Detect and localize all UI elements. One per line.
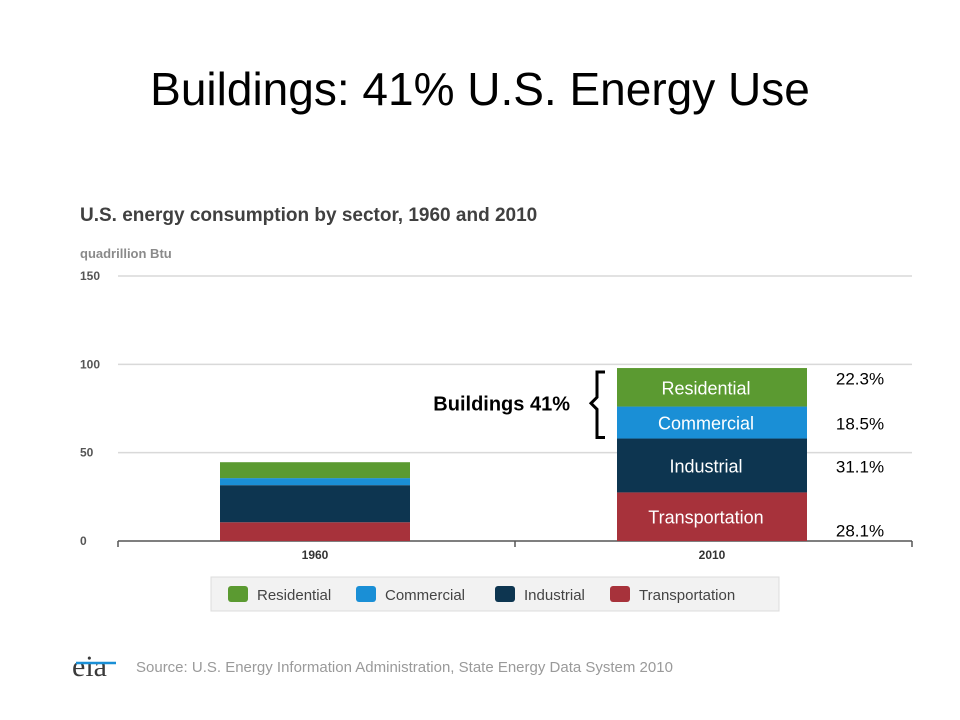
source-text: Source: U.S. Energy Information Administ… bbox=[136, 659, 673, 676]
buildings-bracket bbox=[588, 370, 605, 440]
x-tick-label: 2010 bbox=[699, 548, 726, 562]
percent-label: 18.5% bbox=[836, 415, 884, 434]
y-tick-label: 150 bbox=[80, 269, 100, 283]
bar-2010-commercial bbox=[617, 406, 807, 439]
bar-1960-commercial bbox=[220, 478, 410, 486]
legend-label: Commercial bbox=[385, 587, 465, 604]
eia-logo: eia bbox=[72, 650, 107, 683]
bar-2010-residential bbox=[617, 368, 807, 407]
legend-swatch bbox=[356, 586, 376, 602]
y-tick-label: 0 bbox=[80, 534, 87, 548]
x-tick-label: 1960 bbox=[302, 548, 329, 562]
percent-label: 28.1% bbox=[836, 522, 884, 541]
buildings-bracket-label: Buildings 41% bbox=[433, 393, 570, 415]
percent-label: 22.3% bbox=[836, 369, 884, 388]
legend-swatch bbox=[610, 586, 630, 602]
chart-title: U.S. energy consumption by sector, 1960 … bbox=[80, 205, 537, 226]
legend-label: Industrial bbox=[524, 587, 585, 604]
unit-label: quadrillion Btu bbox=[80, 246, 172, 261]
legend-swatch bbox=[495, 586, 515, 602]
legend-label: Residential bbox=[257, 587, 331, 604]
legend-label: Transportation bbox=[639, 587, 735, 604]
segment-label: Industrial bbox=[669, 456, 742, 476]
bar-2010-industrial bbox=[617, 438, 807, 493]
y-tick-label: 100 bbox=[80, 357, 100, 371]
slide-title: Buildings: 41% U.S. Energy Use bbox=[150, 63, 810, 115]
segment-label: Residential bbox=[661, 378, 750, 398]
legend-swatch bbox=[228, 586, 248, 602]
bar-1960-industrial bbox=[220, 485, 410, 523]
segment-label: Commercial bbox=[658, 414, 754, 434]
bar-1960-transportation bbox=[220, 522, 410, 541]
bar-2010-transportation bbox=[617, 492, 807, 541]
percent-label: 31.1% bbox=[836, 457, 884, 476]
bar-1960-residential bbox=[220, 462, 410, 479]
segment-label: Transportation bbox=[648, 508, 763, 528]
y-tick-label: 50 bbox=[80, 446, 94, 460]
